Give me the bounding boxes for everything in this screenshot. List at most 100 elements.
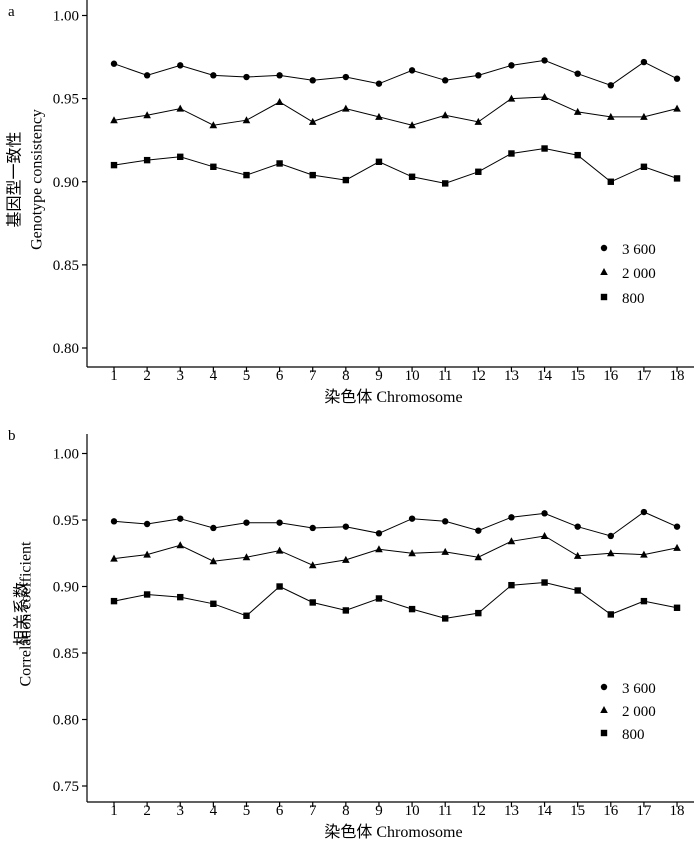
data-point bbox=[640, 550, 648, 558]
y-axis-title-cn: 相关系数 bbox=[13, 582, 31, 646]
y-axis-title-en: Correlation coefficient bbox=[18, 541, 35, 687]
data-point bbox=[276, 72, 283, 79]
y-tick-label: 0.80 bbox=[53, 341, 79, 357]
data-point bbox=[110, 161, 118, 169]
data-point bbox=[342, 176, 350, 184]
data-point bbox=[308, 561, 317, 569]
data-point bbox=[442, 615, 449, 622]
series-square bbox=[110, 145, 681, 187]
data-point bbox=[607, 549, 615, 557]
x-tick-label: 3 bbox=[176, 368, 184, 384]
data-point bbox=[342, 523, 350, 530]
x-tick-label: 6 bbox=[276, 803, 284, 819]
legend-marker bbox=[600, 268, 608, 275]
y-tick-label: 1.00 bbox=[53, 447, 79, 463]
data-point bbox=[143, 111, 151, 119]
data-point bbox=[673, 523, 681, 530]
data-point bbox=[176, 104, 185, 112]
legend-label: 3 600 bbox=[622, 681, 656, 697]
data-point bbox=[408, 173, 416, 180]
data-point bbox=[408, 67, 416, 74]
data-point bbox=[442, 77, 449, 84]
data-point bbox=[243, 519, 250, 526]
data-point bbox=[210, 524, 217, 532]
data-point bbox=[276, 160, 283, 167]
data-point bbox=[408, 515, 416, 522]
data-point bbox=[375, 80, 383, 87]
x-tick-label: 15 bbox=[570, 368, 585, 384]
data-point bbox=[574, 587, 581, 594]
data-point bbox=[607, 112, 615, 120]
data-point bbox=[507, 537, 516, 545]
y-axis-title-cn: 基因型一致性 bbox=[6, 131, 24, 227]
data-point bbox=[342, 555, 350, 563]
series-triangle bbox=[110, 531, 681, 569]
data-point bbox=[242, 116, 251, 124]
data-point bbox=[574, 523, 581, 530]
x-tick-label: 11 bbox=[438, 368, 452, 384]
data-point bbox=[375, 112, 383, 120]
series-line bbox=[113, 96, 678, 126]
legend-label: 2 000 bbox=[622, 704, 656, 720]
data-point bbox=[110, 597, 118, 605]
data-point bbox=[243, 73, 250, 81]
x-tick-label: 15 bbox=[570, 803, 585, 819]
data-point bbox=[573, 107, 582, 115]
data-point bbox=[408, 605, 416, 613]
data-point bbox=[475, 168, 482, 175]
data-point bbox=[243, 171, 250, 179]
x-tick-label: 6 bbox=[276, 368, 284, 384]
data-point bbox=[309, 171, 316, 179]
data-point bbox=[607, 611, 614, 618]
data-point bbox=[474, 553, 483, 561]
x-tick-label: 4 bbox=[210, 368, 218, 384]
legend-marker bbox=[600, 706, 608, 713]
x-tick-label: 13 bbox=[504, 803, 519, 819]
data-point bbox=[110, 60, 118, 67]
data-point bbox=[308, 117, 317, 125]
legend-marker bbox=[600, 683, 608, 691]
data-point bbox=[607, 532, 614, 540]
x-tick-label: 12 bbox=[471, 803, 486, 819]
data-point bbox=[243, 612, 250, 619]
data-point bbox=[441, 547, 449, 555]
data-point bbox=[673, 604, 681, 611]
x-tick-label: 5 bbox=[243, 803, 251, 819]
data-point bbox=[442, 518, 449, 525]
y-tick-label: 0.90 bbox=[53, 580, 79, 596]
data-point bbox=[342, 607, 350, 614]
x-tick-label: 17 bbox=[636, 803, 652, 819]
data-point bbox=[508, 62, 515, 69]
chart-panel-b: b0.750.800.850.900.951.001 2 3 4 5 6 7 8 9 10 11 12… bbox=[8, 428, 694, 841]
data-point bbox=[309, 77, 316, 84]
series-line bbox=[113, 581, 678, 619]
x-tick-label: 2 bbox=[143, 368, 151, 384]
data-point bbox=[507, 94, 516, 102]
data-point bbox=[276, 583, 283, 590]
data-point bbox=[177, 593, 184, 601]
x-tick-label: 2 bbox=[143, 803, 151, 819]
data-point bbox=[275, 97, 284, 105]
series-line bbox=[113, 511, 678, 537]
legend-item: 800 bbox=[600, 291, 645, 307]
data-point bbox=[573, 551, 582, 559]
x-tick-label: 1 bbox=[110, 368, 118, 384]
legend-item: 2 000 bbox=[600, 704, 656, 720]
series-line bbox=[113, 59, 678, 86]
data-point bbox=[143, 72, 151, 79]
data-point bbox=[210, 600, 217, 607]
x-tick-label: 8 bbox=[342, 368, 350, 384]
data-point bbox=[209, 121, 218, 129]
data-point bbox=[143, 591, 151, 598]
data-point bbox=[176, 541, 185, 549]
panel-label: b bbox=[8, 428, 16, 444]
x-tick-label: 17 bbox=[636, 368, 652, 384]
series-line bbox=[113, 147, 678, 184]
chart-panel-a: a0.800.850.900.951.001 2 3 4 5 6 7 8 9 10 11 12 13 14… bbox=[6, 0, 694, 406]
data-point bbox=[541, 145, 548, 152]
data-point bbox=[475, 609, 482, 617]
x-tick-label: 18 bbox=[670, 368, 685, 384]
y-tick-label: 0.85 bbox=[53, 258, 79, 274]
series-square bbox=[110, 579, 681, 622]
